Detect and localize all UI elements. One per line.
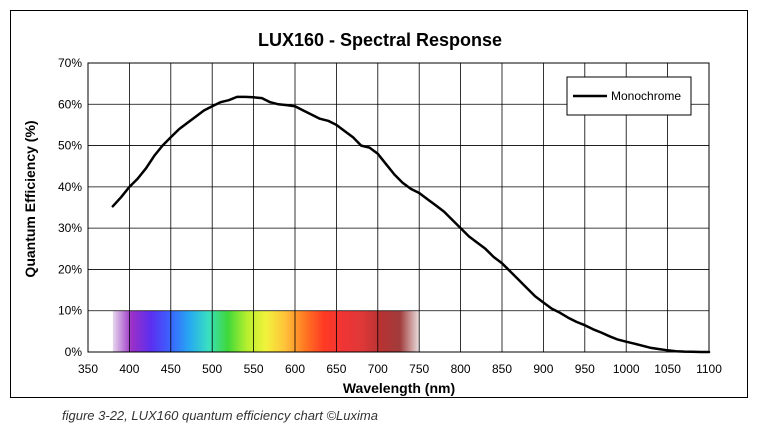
series-line-monochrome — [111, 95, 711, 354]
x-tick-label: 750 — [409, 362, 429, 376]
spectrum-band — [112, 310, 420, 352]
x-tick-label: 700 — [368, 362, 388, 376]
legend-label: Monochrome — [611, 89, 681, 103]
x-tick-label: 950 — [575, 362, 595, 376]
legend: Monochrome — [566, 76, 692, 116]
x-tick-label: 500 — [202, 362, 222, 376]
x-tick-label: 800 — [451, 362, 471, 376]
chart-frame: 0% 10% 20% 30% 40% 50% 60% 70% 350 400 450 500 550 6… — [10, 10, 748, 398]
y-tick-label: 60% — [58, 97, 82, 111]
x-tick-label: 350 — [78, 362, 98, 376]
x-tick-label: 600 — [285, 362, 305, 376]
chart-title: LUX160 - Spectral Response — [258, 30, 502, 50]
y-tick-label: 50% — [58, 139, 82, 153]
x-tick-label: 1050 — [654, 362, 681, 376]
x-tick-label: 650 — [326, 362, 346, 376]
y-tick-label: 30% — [58, 221, 82, 235]
x-tick-label: 400 — [119, 362, 139, 376]
plot-border — [87, 62, 710, 353]
figure-caption: figure 3-22, LUX160 quantum efficiency c… — [62, 408, 378, 423]
spectrum-gradient — [112, 310, 420, 352]
y-axis-label: Quantum Efficiency (%) — [22, 120, 38, 277]
y-tick-labels: 0% 10% 20% 30% 40% 50% 60% 70% — [58, 56, 82, 359]
y-tick-label: 70% — [58, 56, 82, 70]
y-tick-label: 10% — [58, 304, 82, 318]
x-tick-label: 1100 — [696, 362, 722, 376]
y-tick-label: 20% — [58, 262, 82, 276]
x-axis-label: Wavelength (nm) — [343, 380, 455, 396]
x-tick-label: 850 — [492, 362, 512, 376]
x-tick-label: 550 — [244, 362, 264, 376]
x-tick-label: 450 — [161, 362, 181, 376]
chart-svg: 0% 10% 20% 30% 40% 50% 60% 70% 350 400 450 500 550 6… — [22, 30, 722, 396]
y-tick-label: 40% — [58, 180, 82, 194]
x-tick-label: 1000 — [613, 362, 640, 376]
x-tick-labels: 350 400 450 500 550 600 650 700 750 800 850 900 950 1… — [78, 362, 722, 376]
x-tick-label: 900 — [533, 362, 553, 376]
series-layer — [111, 95, 711, 354]
y-tick-label: 0% — [65, 345, 83, 359]
